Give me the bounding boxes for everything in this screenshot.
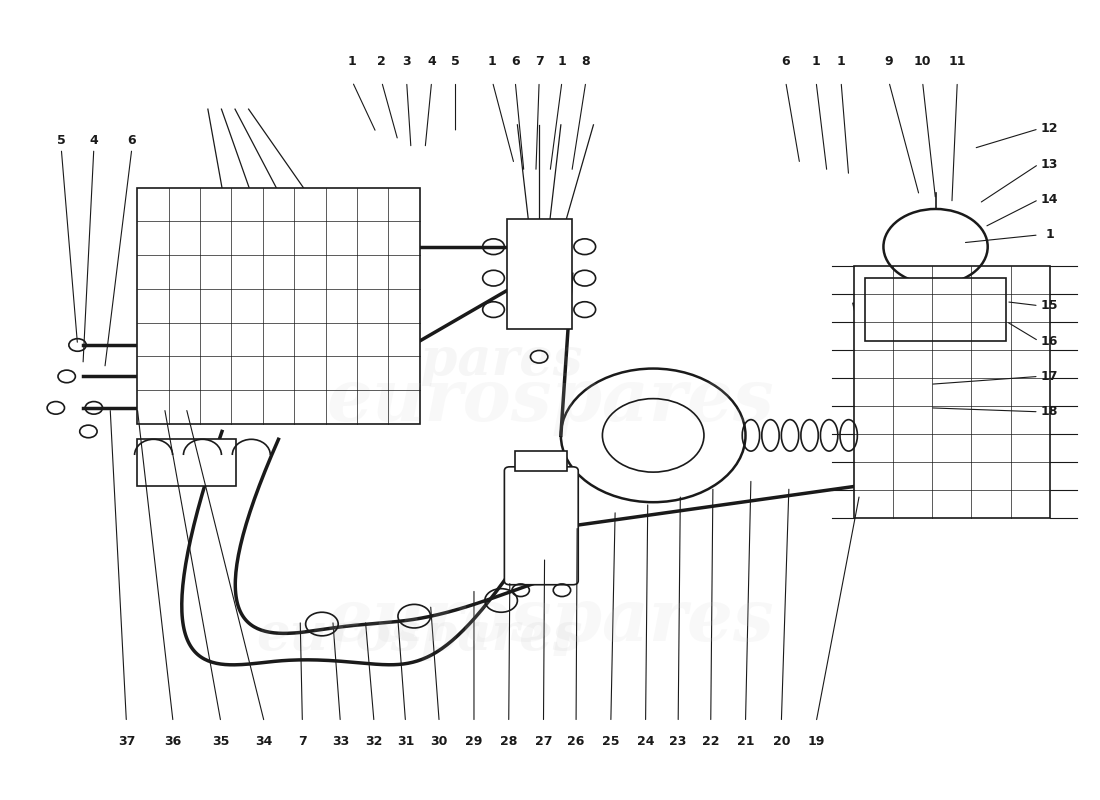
Text: 8: 8 — [582, 55, 591, 69]
FancyBboxPatch shape — [515, 451, 568, 470]
Text: 18: 18 — [1041, 406, 1058, 418]
Text: 4: 4 — [89, 134, 98, 147]
Text: 1: 1 — [348, 55, 356, 69]
Text: 9: 9 — [884, 55, 893, 69]
Text: 5: 5 — [451, 55, 460, 69]
Text: 6: 6 — [510, 55, 519, 69]
FancyBboxPatch shape — [138, 439, 236, 486]
Text: 1: 1 — [558, 55, 566, 69]
Text: 22: 22 — [702, 735, 719, 749]
Text: 15: 15 — [1041, 299, 1058, 312]
Text: 33: 33 — [332, 735, 349, 749]
Text: eurospares: eurospares — [327, 365, 773, 435]
Text: 16: 16 — [1041, 334, 1058, 347]
Text: 23: 23 — [670, 735, 686, 749]
Text: eurospares: eurospares — [327, 585, 773, 656]
Text: 13: 13 — [1041, 158, 1058, 170]
Text: 11: 11 — [948, 55, 966, 69]
Text: eurospares: eurospares — [256, 610, 583, 662]
Text: 1: 1 — [1045, 229, 1054, 242]
Text: 37: 37 — [118, 735, 135, 749]
Text: 21: 21 — [737, 735, 755, 749]
Text: 19: 19 — [807, 735, 825, 749]
Text: 1: 1 — [812, 55, 821, 69]
Text: 2: 2 — [377, 55, 386, 69]
Text: 7: 7 — [535, 55, 543, 69]
Text: 29: 29 — [465, 735, 483, 749]
Text: 24: 24 — [637, 735, 654, 749]
Text: 36: 36 — [165, 735, 182, 749]
Text: 6: 6 — [781, 55, 790, 69]
FancyBboxPatch shape — [505, 467, 579, 585]
Text: 28: 28 — [500, 735, 517, 749]
Text: 32: 32 — [365, 735, 383, 749]
Text: 5: 5 — [57, 134, 66, 147]
Text: 7: 7 — [298, 735, 307, 749]
Text: 14: 14 — [1041, 193, 1058, 206]
Text: 1: 1 — [488, 55, 497, 69]
Text: 30: 30 — [430, 735, 448, 749]
FancyBboxPatch shape — [865, 278, 1006, 341]
Text: 35: 35 — [212, 735, 230, 749]
Text: 34: 34 — [255, 735, 273, 749]
Text: 31: 31 — [397, 735, 415, 749]
FancyBboxPatch shape — [507, 219, 572, 330]
Text: 17: 17 — [1041, 370, 1058, 383]
Text: 27: 27 — [535, 735, 552, 749]
Text: eurospares: eurospares — [256, 335, 583, 386]
Text: 4: 4 — [427, 55, 436, 69]
Text: 6: 6 — [128, 134, 136, 147]
FancyBboxPatch shape — [138, 188, 420, 423]
Text: 26: 26 — [568, 735, 585, 749]
Text: 20: 20 — [772, 735, 790, 749]
Text: 10: 10 — [914, 55, 932, 69]
Text: 25: 25 — [602, 735, 619, 749]
Text: 12: 12 — [1041, 122, 1058, 135]
Text: 1: 1 — [837, 55, 846, 69]
Text: 3: 3 — [403, 55, 411, 69]
FancyBboxPatch shape — [854, 266, 1049, 518]
